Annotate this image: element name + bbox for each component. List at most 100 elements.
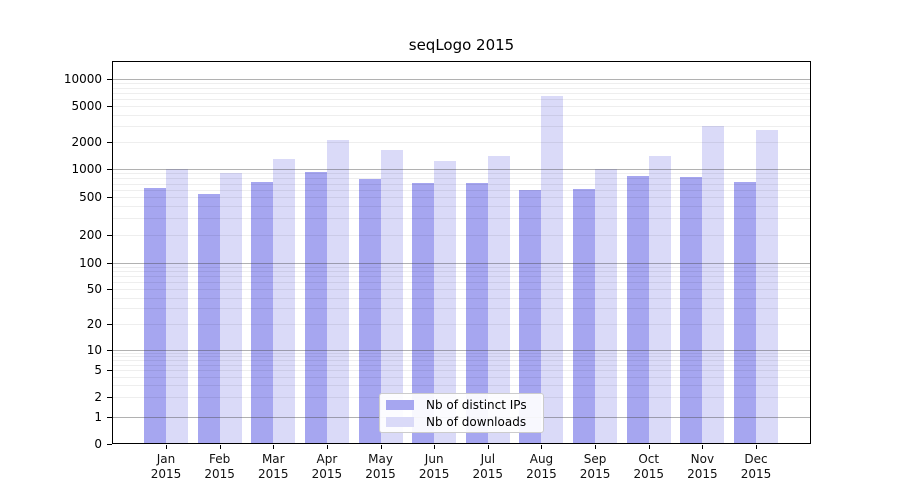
x-tick-mark bbox=[595, 445, 597, 449]
x-tick-mark bbox=[756, 445, 757, 449]
bar-distinct-ips bbox=[465, 182, 488, 444]
month-label: Sep bbox=[583, 452, 607, 466]
y-tick-label: 200 bbox=[79, 227, 102, 242]
bar-distinct-ips bbox=[197, 194, 220, 444]
gridline-minor bbox=[113, 297, 810, 299]
x-tick-label: Nov 2015 bbox=[675, 452, 729, 482]
bar-distinct-ips bbox=[251, 181, 274, 444]
x-tick-label: Jan 2015 bbox=[139, 452, 193, 482]
bar-distinct-ips bbox=[573, 189, 596, 444]
bar-downloads bbox=[434, 160, 457, 444]
legend-entry-downloads: Nb of downloads bbox=[386, 415, 543, 429]
month-label: Mar bbox=[261, 452, 285, 466]
legend-label-distinct-ips: Nb of distinct IPs bbox=[426, 397, 527, 412]
year-label: 2015 bbox=[472, 467, 504, 481]
gridline-minor bbox=[113, 271, 810, 273]
y-tick-label: 0 bbox=[94, 437, 102, 451]
year-label: 2015 bbox=[150, 467, 182, 481]
x-tick-mark bbox=[702, 445, 704, 449]
bar-distinct-ips bbox=[304, 171, 327, 444]
x-tick-label: Apr 2015 bbox=[300, 452, 354, 482]
gridline-minor bbox=[113, 178, 810, 180]
bar-distinct-ips bbox=[144, 187, 166, 444]
year-label: 2015 bbox=[365, 467, 396, 481]
gridline-minor bbox=[113, 376, 810, 378]
x-tick-label: Jul 2015 bbox=[461, 452, 515, 482]
gridline-minor bbox=[113, 114, 810, 116]
gridline-minor bbox=[113, 83, 810, 85]
gridline-major bbox=[113, 169, 810, 170]
legend-entry-distinct-ips: Nb of distinct IPs bbox=[386, 398, 543, 412]
gridline-minor bbox=[113, 126, 810, 128]
month-label: Jun bbox=[424, 452, 444, 466]
x-tick-label: Jun 2015 bbox=[407, 452, 461, 482]
gridline-minor bbox=[113, 353, 810, 355]
bar-distinct-ips bbox=[626, 176, 649, 444]
gridline-minor bbox=[113, 218, 810, 220]
bar-distinct-ips bbox=[734, 181, 756, 444]
month-label: Dec bbox=[744, 452, 768, 466]
y-tick-label: 20 bbox=[86, 316, 102, 331]
gridline-minor bbox=[113, 234, 810, 236]
x-tick-mark bbox=[219, 445, 221, 449]
y-tick-label: 5 bbox=[94, 363, 102, 378]
gridline-minor bbox=[113, 370, 810, 372]
gridline-minor bbox=[113, 364, 810, 366]
chart-title: seqLogo 2015 bbox=[408, 36, 515, 54]
gridline-minor bbox=[113, 87, 810, 89]
month-label: Jul bbox=[480, 452, 496, 466]
y-tick-mark bbox=[107, 370, 112, 372]
y-tick-mark bbox=[107, 79, 112, 80]
gridline-minor bbox=[113, 308, 810, 310]
year-label: 2015 bbox=[579, 467, 611, 481]
x-tick-label: Oct 2015 bbox=[622, 452, 676, 482]
x-tick-label: Aug 2015 bbox=[514, 452, 568, 482]
bar-distinct-ips bbox=[412, 182, 435, 444]
gridline-minor bbox=[113, 360, 810, 362]
gridline-minor bbox=[113, 98, 810, 100]
y-tick-mark bbox=[107, 396, 112, 398]
y-tick-mark bbox=[107, 263, 112, 264]
x-tick-label: Mar 2015 bbox=[246, 452, 300, 482]
x-tick-label: Sep 2015 bbox=[568, 452, 622, 482]
legend-label-downloads: Nb of downloads bbox=[426, 414, 527, 429]
legend-swatch-downloads bbox=[386, 416, 414, 427]
bar-downloads bbox=[273, 159, 296, 444]
bar-downloads bbox=[487, 156, 510, 444]
month-label: May bbox=[368, 452, 393, 466]
bar-downloads bbox=[380, 149, 403, 444]
x-tick-mark bbox=[541, 445, 543, 449]
year-label: 2015 bbox=[740, 467, 772, 481]
year-label: 2015 bbox=[257, 467, 289, 481]
y-tick-label: 5000 bbox=[71, 99, 102, 114]
legend-swatch-distinct-ips bbox=[386, 399, 414, 410]
x-tick-label: Feb 2015 bbox=[193, 452, 247, 482]
year-label: 2015 bbox=[311, 467, 343, 481]
bar-distinct-ips bbox=[358, 179, 381, 444]
y-tick-label: 2 bbox=[94, 389, 102, 404]
x-tick-label: Dec 2015 bbox=[729, 452, 783, 482]
gridline-minor bbox=[113, 183, 810, 185]
y-tick-mark bbox=[107, 289, 112, 291]
month-label: Nov bbox=[690, 452, 715, 466]
gridline-minor bbox=[113, 173, 810, 175]
y-tick-mark bbox=[107, 106, 112, 108]
month-label: Aug bbox=[529, 452, 554, 466]
bar-downloads bbox=[166, 169, 188, 444]
y-tick-mark bbox=[107, 323, 112, 325]
year-label: 2015 bbox=[204, 467, 235, 481]
gridline-major bbox=[113, 350, 810, 351]
y-tick-label: 100 bbox=[79, 256, 102, 270]
x-tick-mark bbox=[648, 445, 650, 449]
x-tick-mark bbox=[380, 445, 382, 449]
bar-distinct-ips bbox=[680, 177, 703, 444]
y-tick-label: 1 bbox=[94, 410, 102, 424]
legend: Nb of distinct IPs Nb of downloads bbox=[379, 393, 544, 433]
y-tick-mark bbox=[107, 417, 112, 418]
y-tick-mark bbox=[107, 197, 112, 199]
month-label: Apr bbox=[316, 452, 338, 466]
bar-downloads bbox=[756, 130, 778, 444]
gridline-minor bbox=[113, 197, 810, 199]
x-tick-mark bbox=[434, 445, 436, 449]
x-tick-mark bbox=[273, 445, 275, 449]
